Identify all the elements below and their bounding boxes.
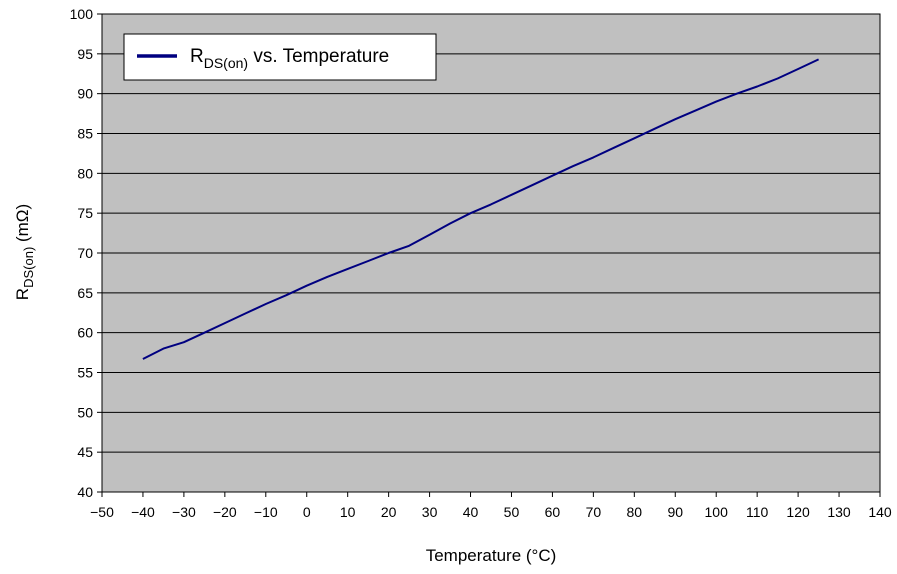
x-tick-label: 80 (627, 504, 643, 520)
legend-label-subscript: DS(on) (204, 55, 248, 71)
y-tick-label: 80 (77, 165, 93, 181)
x-tick-label: 100 (705, 504, 729, 520)
y-tick-label: 95 (77, 46, 93, 62)
y-tick-label: 70 (77, 245, 93, 261)
y-axis-title-rest: (mΩ) (13, 204, 32, 247)
y-axis-title-subscript: DS(on) (21, 247, 36, 288)
x-tick-label: −20 (213, 504, 237, 520)
y-tick-label: 75 (77, 205, 93, 221)
x-tick-label: 60 (545, 504, 561, 520)
y-axis-title: RDS(on) (mΩ) (13, 204, 36, 300)
x-tick-label: −10 (254, 504, 278, 520)
y-tick-label: 85 (77, 126, 93, 142)
x-tick-label: 10 (340, 504, 356, 520)
x-axis-title: Temperature (°C) (426, 546, 557, 565)
y-tick-label: 60 (77, 325, 93, 341)
legend: RDS(on) vs. Temperature (123, 33, 437, 81)
x-tick-label: 40 (463, 504, 479, 520)
legend-label: RDS(on) vs. Temperature (190, 46, 389, 71)
x-tick-label: 50 (504, 504, 520, 520)
y-tick-label: 100 (70, 6, 94, 22)
y-tick-label: 45 (77, 444, 93, 460)
x-axis-ticks: −50 −40 −30 −20 −10 0 10 20 30 40 50 60 70 80 90 100 110… (90, 492, 892, 520)
series-group (142, 58, 820, 360)
x-tick-label: 120 (786, 504, 810, 520)
x-tick-label: −50 (90, 504, 114, 520)
x-tick-label: 130 (827, 504, 851, 520)
y-tick-label: 65 (77, 285, 93, 301)
y-axis-ticks: 40 45 50 55 60 65 70 75 80 85 90 95 100 (70, 6, 102, 500)
x-tick-label: 70 (586, 504, 602, 520)
y-tick-label: 90 (77, 86, 93, 102)
y-tick-label: 40 (77, 484, 93, 500)
legend-label-rest: vs. Temperature (248, 46, 389, 67)
x-tick-label: 110 (746, 504, 769, 520)
grid-lines (102, 53, 880, 453)
series-line-0 (142, 58, 820, 360)
x-tick-label: 90 (667, 504, 683, 520)
y-tick-label: 50 (77, 404, 93, 420)
x-tick-label: 140 (868, 504, 892, 520)
y-axis-title-main: R (13, 288, 32, 300)
plot-frame (101, 13, 881, 493)
x-tick-label: −40 (131, 504, 155, 520)
y-tick-label: 55 (77, 365, 93, 381)
x-tick-label: 0 (303, 504, 311, 520)
legend-label-main: R (190, 46, 204, 67)
x-tick-label: −30 (172, 504, 196, 520)
x-tick-label: 30 (422, 504, 438, 520)
x-tick-label: 20 (381, 504, 397, 520)
